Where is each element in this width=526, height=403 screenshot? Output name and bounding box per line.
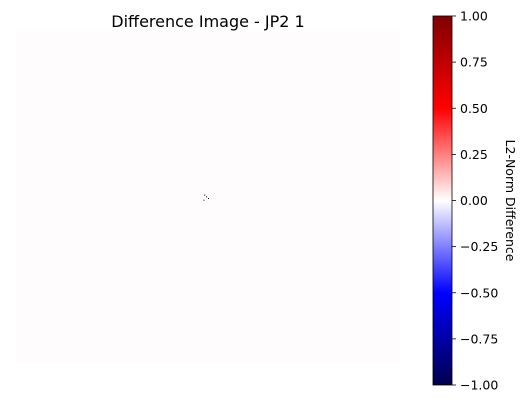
colorbar-ticks: 1.00 0.75 0.50 0.25 0.00 −0.25 −0.50 −0.75 −1.00 bbox=[452, 9, 498, 393]
difference-speck-0 bbox=[204, 194, 206, 196]
difference-specks bbox=[203, 194, 209, 201]
colorbar-tick-label: −0.50 bbox=[460, 285, 498, 300]
chart-title: Difference Image - JP2 1 bbox=[111, 12, 304, 31]
difference-speck-2 bbox=[208, 198, 209, 199]
difference-speck-3 bbox=[203, 199, 205, 201]
colorbar-tick-label: 0.00 bbox=[460, 193, 488, 208]
difference-speck-1 bbox=[206, 196, 208, 198]
colorbar-tick-label: 0.75 bbox=[460, 55, 488, 70]
colorbar-label: L2-Norm Difference bbox=[503, 140, 518, 262]
colorbar-tick-label: 1.00 bbox=[460, 9, 488, 24]
colorbar bbox=[432, 15, 453, 386]
colorbar-tick-label: −1.00 bbox=[460, 378, 498, 393]
colorbar-tick-label: −0.25 bbox=[460, 239, 498, 254]
colorbar-tick-label: 0.50 bbox=[460, 101, 488, 116]
colorbar-tick-label: −0.75 bbox=[460, 331, 498, 346]
colorbar-tick-label: 0.25 bbox=[460, 147, 488, 162]
